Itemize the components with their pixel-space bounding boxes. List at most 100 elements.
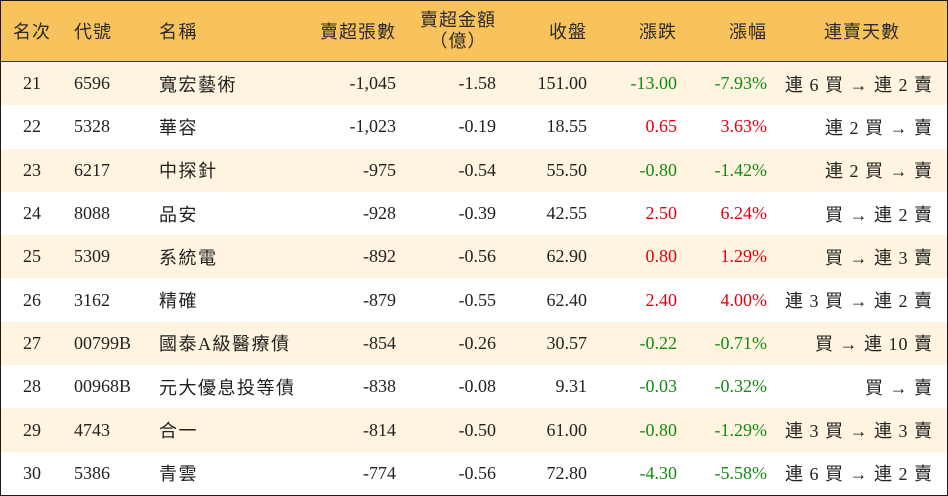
sell-streak-cell: 連 2 買 → 賣 — [825, 117, 933, 138]
sell-streak-cell: 連 6 買 → 連 2 賣 — [785, 74, 933, 95]
close-price-cell: 42.55 — [546, 203, 588, 224]
price-change-cell: 0.65 — [645, 116, 678, 137]
rank-cell: 25 — [23, 246, 41, 267]
change-percent-cell: 4.00% — [720, 289, 768, 310]
stock-name-cell: 寬宏藝術 — [159, 74, 237, 95]
sell-streak-cell: 買 → 賣 — [865, 377, 933, 398]
price-change-cell: -0.80 — [639, 419, 678, 440]
price-change-cell: -0.03 — [639, 376, 678, 397]
close-price-cell: 9.31 — [555, 376, 588, 397]
sell-streak-cell: 連 6 買 → 連 2 賣 — [785, 464, 933, 485]
rank-cell: 30 — [23, 462, 41, 483]
price-change-cell: -0.80 — [639, 159, 678, 180]
close-price-cell: 18.55 — [546, 116, 588, 137]
rank-cell: 26 — [23, 289, 41, 310]
change-percent-cell: -0.71% — [714, 332, 768, 353]
stock-code-cell: 4743 — [74, 419, 110, 440]
close-price-cell: 72.80 — [546, 462, 588, 483]
rank-cell: 28 — [23, 376, 41, 397]
header-close: 收盤 — [549, 22, 587, 42]
price-change-cell: -4.30 — [639, 462, 678, 483]
sell-lots-cell: -838 — [363, 376, 396, 397]
change-percent-cell: -5.58% — [714, 462, 768, 483]
sell-lots-cell: -774 — [363, 462, 396, 483]
rank-cell: 23 — [23, 159, 41, 180]
change-percent-cell: 6.24% — [720, 203, 768, 224]
sell-streak-cell: 連 3 買 → 連 2 賣 — [785, 291, 933, 312]
sell-streak-cell: 買 → 連 3 賣 — [825, 247, 933, 268]
stock-name-cell: 系統電 — [159, 247, 218, 268]
close-price-cell: 62.90 — [546, 246, 588, 267]
header-sell-amount-label: 賣超金額 — [420, 10, 496, 30]
sell-streak-cell: 連 2 買 → 賣 — [825, 161, 933, 182]
close-price-cell: 55.50 — [546, 159, 588, 180]
table-row: 24 8088 品安 -928 -0.39 42.55 2.50 6.24% 買 → 連 2 賣 — [1, 192, 947, 235]
sell-lots-cell: -1,045 — [349, 73, 397, 94]
table-row: 25 5309 系統電 -892 -0.56 62.90 0.80 1.29% 買 → 連 3 … — [1, 235, 947, 279]
table-row: 27 00799B 國泰A級醫療債 -854 -0.26 30.57 -0.22 -0.71%… — [1, 321, 947, 366]
header-sell-amount: 賣超金額 （億） — [406, 10, 506, 52]
header-name: 名稱 — [159, 22, 198, 42]
header-change-percent: 漲幅 — [729, 22, 767, 42]
sell-amount-cell: -0.39 — [458, 203, 497, 224]
sell-amount-cell: -0.56 — [458, 462, 497, 483]
close-price-cell: 62.40 — [546, 289, 588, 310]
table-body: 21 6596 寬宏藝術 -1,045 -1.58 151.00 -13.00 -7.93% 連… — [1, 62, 947, 495]
sell-lots-cell: -854 — [363, 332, 396, 353]
change-percent-cell: -0.32% — [714, 376, 768, 397]
stock-code-cell: 5386 — [74, 462, 110, 483]
sell-lots-cell: -1,023 — [349, 116, 397, 137]
change-percent-cell: 3.63% — [720, 116, 768, 137]
change-percent-cell: -1.29% — [714, 419, 768, 440]
sell-amount-cell: -0.55 — [458, 289, 497, 310]
rank-cell: 29 — [23, 419, 41, 440]
stock-name-cell: 華容 — [159, 117, 198, 138]
rank-cell: 21 — [23, 73, 41, 94]
sell-lots-cell: -892 — [363, 246, 396, 267]
sell-streak-cell: 買 → 連 10 賣 — [815, 334, 933, 355]
table-row: 23 6217 中探針 -975 -0.54 55.50 -0.80 -1.42% 連 2 買 … — [1, 148, 947, 192]
sell-amount-cell: -0.50 — [458, 419, 497, 440]
header-sell-streak: 連賣天數 — [824, 22, 900, 42]
stock-name-cell: 元大優息投等債 — [159, 377, 296, 398]
stock-code-cell: 3162 — [74, 289, 110, 310]
table-row: 29 4743 合一 -814 -0.50 61.00 -0.80 -1.29% 連 3 買 →… — [1, 408, 947, 452]
header-rank: 名次 — [13, 22, 51, 42]
rank-cell: 22 — [23, 116, 41, 137]
sell-amount-cell: -0.19 — [458, 116, 497, 137]
close-price-cell: 30.57 — [546, 332, 588, 353]
stock-name-cell: 品安 — [159, 204, 198, 225]
rank-cell: 27 — [23, 332, 41, 353]
stock-code-cell: 8088 — [74, 203, 110, 224]
sell-amount-cell: -0.54 — [458, 159, 497, 180]
stock-code-cell: 00799B — [74, 332, 132, 353]
stock-code-cell: 5328 — [74, 116, 110, 137]
stock-name-cell: 國泰A級醫療債 — [159, 334, 291, 355]
rank-cell: 24 — [23, 203, 41, 224]
change-percent-cell: -7.93% — [714, 73, 768, 94]
sell-streak-cell: 連 3 買 → 連 3 賣 — [785, 421, 933, 442]
sell-amount-cell: -0.08 — [458, 376, 497, 397]
stock-name-cell: 精確 — [159, 291, 198, 312]
stock-code-cell: 6596 — [74, 73, 110, 94]
change-percent-cell: -1.42% — [714, 159, 768, 180]
sell-amount-cell: -1.58 — [458, 73, 497, 94]
stock-code-cell: 00968B — [74, 376, 132, 397]
table-row: 26 3162 精確 -879 -0.55 62.40 2.40 4.00% 連 3 買 → 連… — [1, 278, 947, 321]
sell-streak-cell: 買 → 連 2 賣 — [825, 204, 933, 225]
price-change-cell: 0.80 — [645, 246, 678, 267]
header-sell-lots: 賣超張數 — [320, 22, 396, 42]
sell-lots-cell: -975 — [363, 159, 396, 180]
stock-name-cell: 合一 — [159, 421, 198, 442]
stock-name-cell: 青雲 — [159, 464, 198, 485]
stock-code-cell: 5309 — [74, 246, 110, 267]
header-code: 代號 — [74, 22, 112, 42]
sell-amount-cell: -0.56 — [458, 246, 497, 267]
sell-lots-cell: -928 — [363, 203, 396, 224]
close-price-cell: 61.00 — [546, 419, 588, 440]
price-change-cell: 2.40 — [645, 289, 678, 310]
table-row: 21 6596 寬宏藝術 -1,045 -1.58 151.00 -13.00 -7.93% 連… — [1, 62, 947, 106]
table-row: 22 5328 華容 -1,023 -0.19 18.55 0.65 3.63% 連 2 買 →… — [1, 105, 947, 148]
stock-name-cell: 中探針 — [159, 161, 218, 182]
